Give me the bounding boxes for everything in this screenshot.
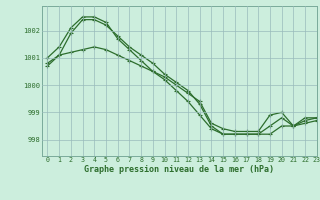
- X-axis label: Graphe pression niveau de la mer (hPa): Graphe pression niveau de la mer (hPa): [84, 165, 274, 174]
